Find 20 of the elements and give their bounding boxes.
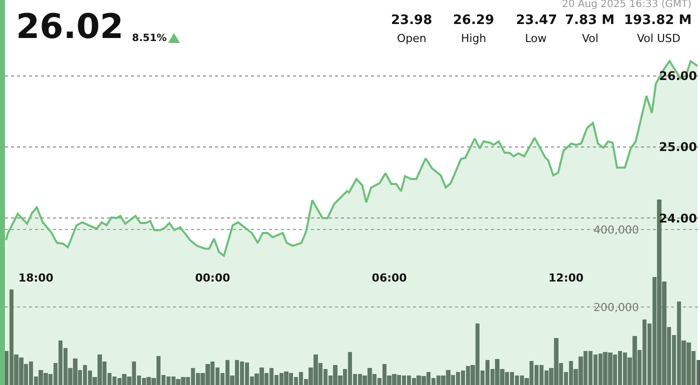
annotation: High — [461, 32, 486, 45]
annotation: 26.29 — [453, 13, 494, 28]
annotation: 23.47 — [516, 13, 558, 28]
y2-tick-label: 200,000 — [594, 301, 639, 314]
annotation: 7.83 M — [565, 13, 615, 28]
annotation: Vol — [582, 32, 598, 45]
annotation: 8.51% — [132, 33, 167, 44]
x-tick-label: 00:00 — [195, 272, 230, 284]
x-tick-label: 12:00 — [548, 272, 584, 284]
y-tick-label: 25.00 — [659, 140, 697, 154]
x-tick-label: 18:00 — [18, 272, 54, 284]
annotation: Low — [525, 32, 547, 45]
annotation: 26.02 — [16, 7, 124, 47]
annotation: 23.98 — [391, 13, 432, 28]
annotation: 193.82 M — [624, 13, 692, 28]
y2-tick-label: 400,000 — [594, 223, 639, 236]
y-tick-label: 26.00 — [659, 69, 697, 84]
annotation: Vol USD — [637, 32, 680, 45]
annotation: Open — [397, 32, 426, 45]
x-tick-label: 06:00 — [372, 272, 408, 284]
